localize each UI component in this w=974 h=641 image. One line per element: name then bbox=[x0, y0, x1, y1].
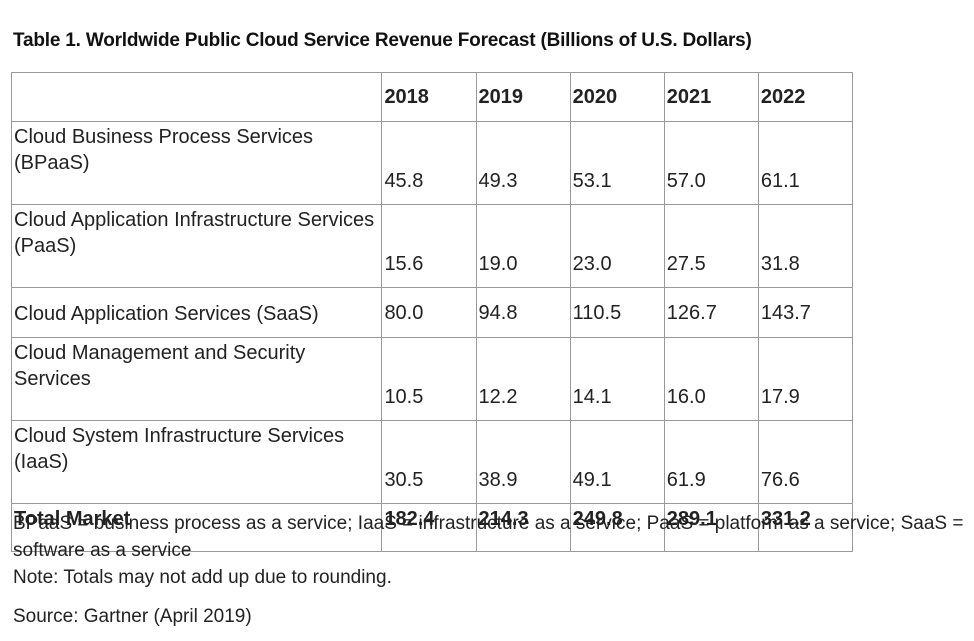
value-cell: 17.9 bbox=[757, 337, 854, 421]
row-label: Cloud Business Process Services (BPaaS) bbox=[10, 121, 383, 205]
value-cell: 76.6 bbox=[757, 420, 854, 504]
value-cell: 15.6 bbox=[381, 204, 477, 288]
value-cell: 30.5 bbox=[381, 420, 477, 504]
table-row: Cloud Application Infrastructure Service… bbox=[10, 204, 854, 288]
row-label: Cloud System Infrastructure Services (Ia… bbox=[10, 420, 383, 504]
value-cell: 53.1 bbox=[569, 121, 665, 205]
value-cell: 10.5 bbox=[381, 337, 477, 421]
value-cell: 49.1 bbox=[569, 420, 665, 504]
value-cell: 143.7 bbox=[757, 287, 854, 338]
table-header-row: 2018 2019 2020 2021 2022 bbox=[10, 72, 854, 122]
table-row: Cloud Management and Security Services 1… bbox=[10, 337, 854, 421]
value-cell: 57.0 bbox=[663, 121, 759, 205]
value-cell: 38.9 bbox=[475, 420, 571, 504]
value-cell: 49.3 bbox=[475, 121, 571, 205]
value-cell: 110.5 bbox=[569, 287, 665, 338]
value-cell: 16.0 bbox=[663, 337, 759, 421]
header-cell-empty bbox=[10, 72, 383, 122]
table-title: Table 1. Worldwide Public Cloud Service … bbox=[13, 30, 752, 51]
value-cell: 61.9 bbox=[663, 420, 759, 504]
row-label: Cloud Management and Security Services bbox=[10, 337, 383, 421]
total-value-cell: 331.2 bbox=[757, 503, 854, 552]
value-cell: 31.8 bbox=[757, 204, 854, 288]
value-cell: 80.0 bbox=[381, 287, 477, 338]
header-cell-year: 2022 bbox=[757, 72, 854, 122]
header-cell-year: 2019 bbox=[475, 72, 571, 122]
table-row: Cloud Business Process Services (BPaaS) … bbox=[10, 121, 854, 205]
value-cell: 45.8 bbox=[381, 121, 477, 205]
value-cell: 19.0 bbox=[475, 204, 571, 288]
total-value-cell: 249.8 bbox=[569, 503, 665, 552]
total-value-cell: 182.4 bbox=[381, 503, 477, 552]
table-notes: BPaaS = business process as a service; I… bbox=[13, 510, 971, 591]
source-note: Source: Gartner (April 2019) bbox=[13, 606, 252, 627]
value-cell: 27.5 bbox=[663, 204, 759, 288]
total-label: Total Market bbox=[10, 503, 383, 552]
value-cell: 126.7 bbox=[663, 287, 759, 338]
total-row: Total Market 182.4 214.3 249.8 289.1 331… bbox=[10, 503, 854, 552]
table-row: Cloud Application Services (SaaS) 80.0 9… bbox=[10, 287, 854, 338]
value-cell: 61.1 bbox=[757, 121, 854, 205]
header-cell-year: 2021 bbox=[663, 72, 759, 122]
abbreviations-note: BPaaS = business process as a service; I… bbox=[13, 513, 964, 561]
value-cell: 12.2 bbox=[475, 337, 571, 421]
row-label: Cloud Application Infrastructure Service… bbox=[10, 204, 383, 288]
header-cell-year: 2018 bbox=[381, 72, 477, 122]
revenue-forecast-table: 2018 2019 2020 2021 2022 Cloud Business … bbox=[10, 72, 854, 552]
value-cell: 94.8 bbox=[475, 287, 571, 338]
row-label: Cloud Application Services (SaaS) bbox=[10, 287, 383, 338]
header-cell-year: 2020 bbox=[569, 72, 665, 122]
value-cell: 14.1 bbox=[569, 337, 665, 421]
table-row: Cloud System Infrastructure Services (Ia… bbox=[10, 420, 854, 504]
value-cell: 23.0 bbox=[569, 204, 665, 288]
rounding-note: Note: Totals may not add up due to round… bbox=[13, 567, 392, 588]
